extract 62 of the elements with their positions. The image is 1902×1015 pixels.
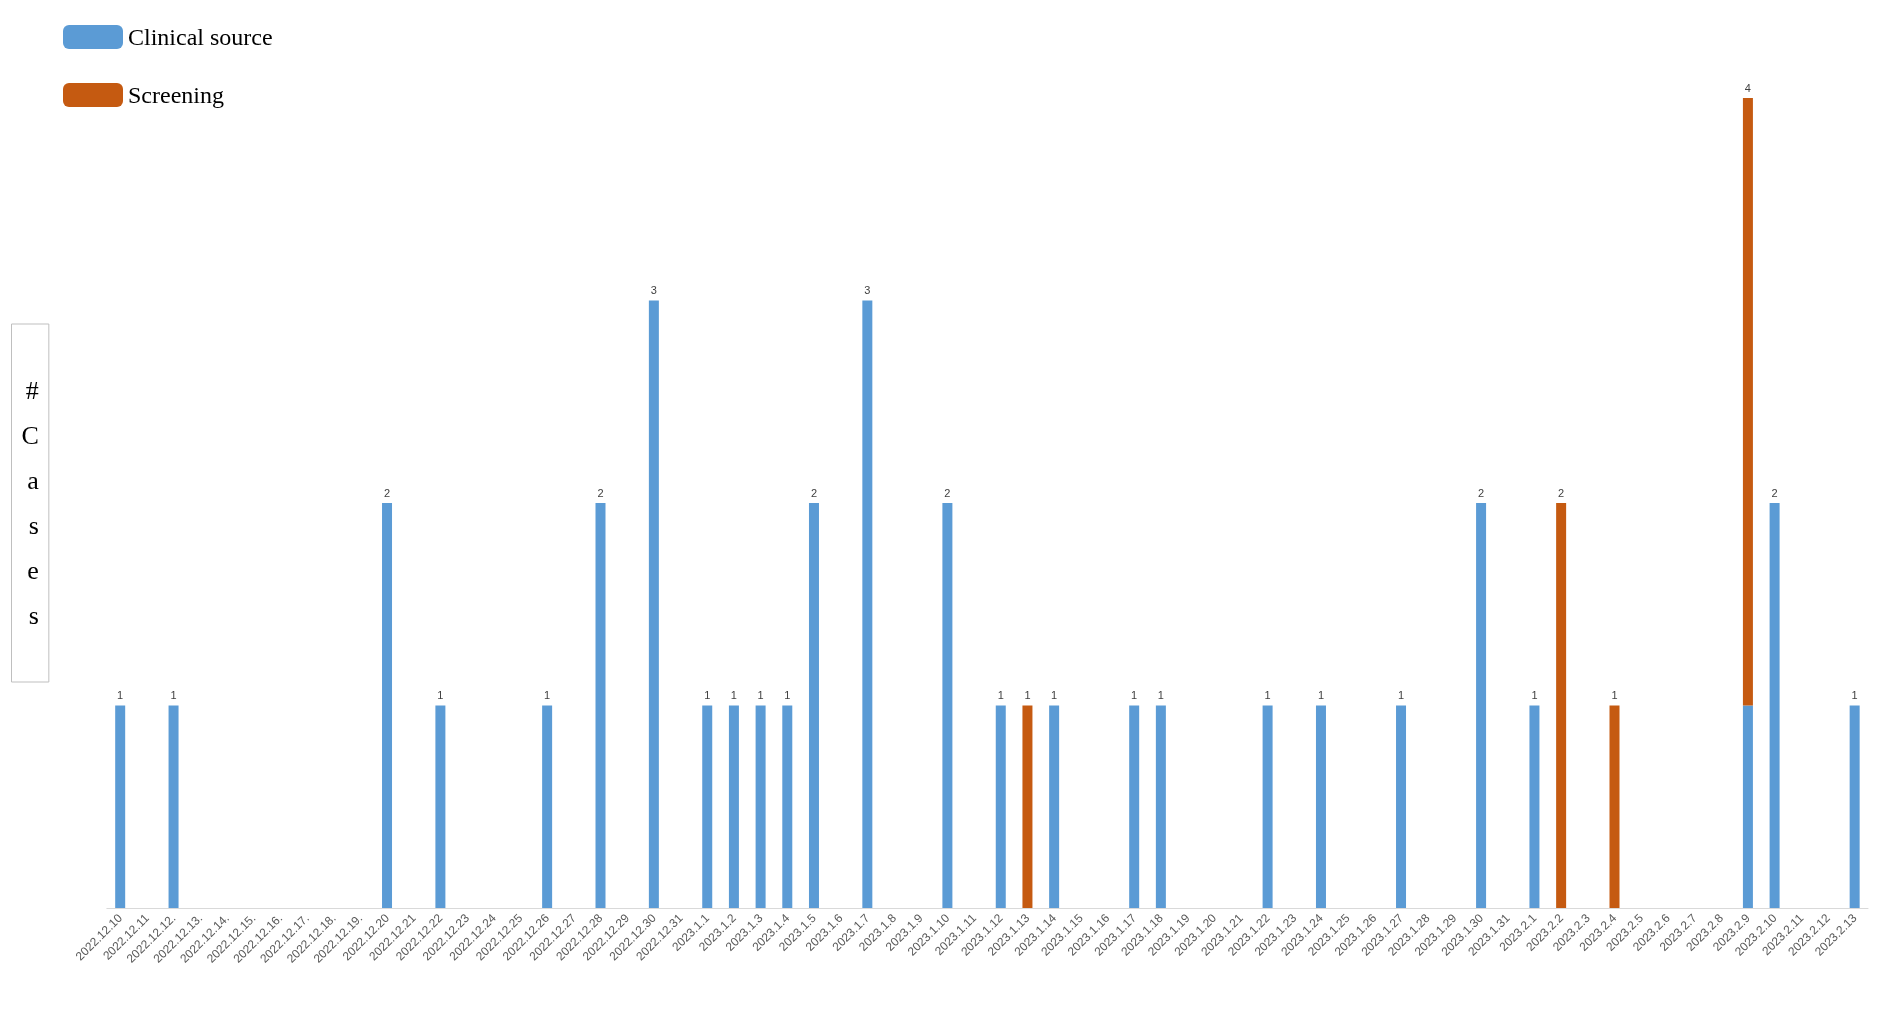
data-label: 1: [1531, 689, 1538, 701]
data-label: 2: [597, 486, 604, 499]
data-label: 1: [997, 689, 1004, 701]
bar: [1556, 503, 1567, 908]
data-label: 1: [1397, 689, 1405, 701]
data-label: 2: [810, 486, 818, 499]
data-label: 1: [1051, 689, 1058, 701]
bar: [1155, 705, 1166, 908]
bar: [382, 503, 393, 908]
bar: [115, 705, 126, 908]
legend-label: Clinical source: [128, 24, 273, 50]
data-label: 2: [944, 486, 951, 499]
y-axis-title: # Cases: [21, 376, 40, 630]
data-label: 3: [864, 284, 871, 296]
bar: [1609, 705, 1620, 908]
bar: [1529, 705, 1540, 908]
data-label: 2: [1478, 486, 1485, 499]
bar: [542, 705, 553, 908]
bar: [755, 705, 766, 908]
data-label: 1: [1024, 689, 1031, 701]
data-label: 1: [784, 689, 791, 701]
data-label: 1: [1851, 689, 1858, 701]
data-label: 2: [1558, 486, 1565, 499]
bar: [648, 300, 659, 908]
data-label: 1: [704, 689, 711, 701]
data-label: 1: [117, 689, 124, 701]
bar: [1742, 705, 1753, 908]
total-label: 4: [1744, 81, 1751, 94]
bar: [168, 705, 179, 908]
data-label: 1: [1131, 689, 1138, 701]
bar: [995, 705, 1006, 908]
data-label: 1: [757, 689, 764, 701]
bar: [595, 503, 606, 908]
bar: [1315, 705, 1326, 908]
data-label: 1: [730, 689, 737, 701]
data-label: 1: [544, 689, 551, 701]
bar: [1396, 705, 1407, 908]
legend-label: Screening: [128, 82, 224, 108]
bar: [1022, 705, 1033, 908]
data-label: 1: [437, 689, 444, 701]
data-label: 1: [1264, 689, 1271, 701]
bar: [1769, 503, 1780, 908]
bar: [782, 705, 793, 908]
bar: [728, 705, 739, 908]
bar: [942, 503, 953, 908]
bar: [1742, 98, 1753, 706]
bar: [1476, 503, 1487, 908]
bar: [1262, 705, 1273, 908]
data-label: 1: [1317, 689, 1325, 701]
data-label: 3: [650, 284, 657, 296]
bar: [1849, 705, 1860, 908]
data-label: 2: [1771, 486, 1778, 499]
bar: [862, 300, 873, 908]
bar: [1049, 705, 1060, 908]
data-label: 1: [1611, 689, 1618, 701]
data-label: 1: [170, 689, 177, 701]
bar: [702, 705, 713, 908]
bar: [808, 503, 819, 908]
data-label: 1: [1157, 689, 1164, 701]
bar: [435, 705, 446, 908]
data-label: 2: [383, 486, 391, 499]
bar: [1129, 705, 1140, 908]
